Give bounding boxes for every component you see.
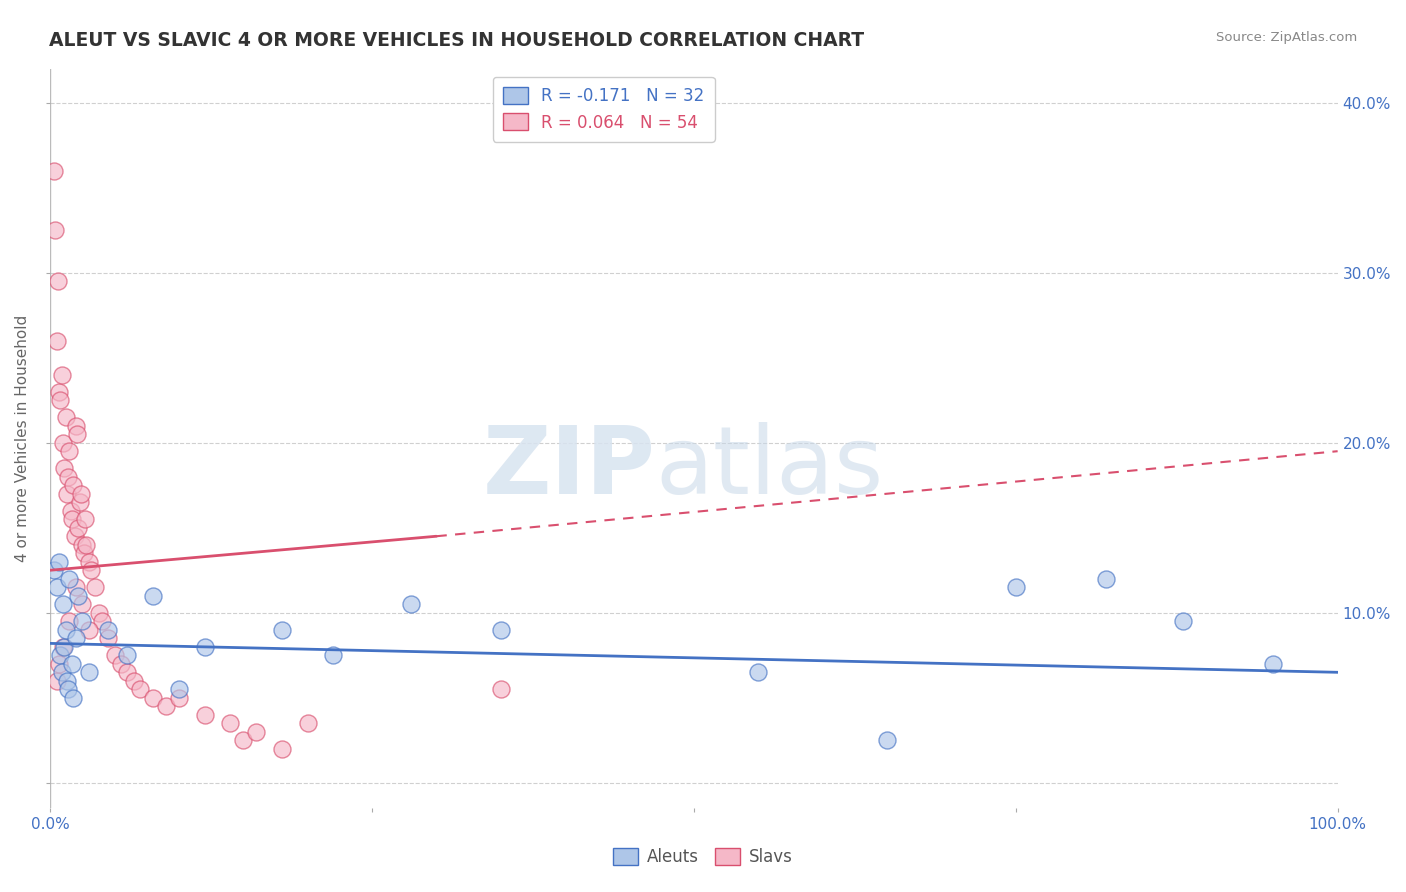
Point [129, 682, 152, 697]
Point [58, 572, 80, 586]
Point [62, 478, 84, 492]
Point [48, 555, 70, 569]
Text: Source: ZipAtlas.com: Source: ZipAtlas.com [1216, 31, 1357, 45]
Text: ZIP: ZIP [482, 422, 655, 514]
Point [122, 673, 145, 688]
Point [84, 580, 107, 594]
Point [51, 665, 73, 680]
Point [155, 699, 177, 714]
Point [46, 274, 69, 288]
Point [747, 665, 769, 680]
Point [876, 733, 898, 747]
Point [72, 546, 94, 560]
Point [66, 427, 89, 442]
Point [45, 334, 67, 348]
Point [52, 435, 75, 450]
Point [270, 623, 292, 637]
Point [49, 393, 72, 408]
Point [63, 529, 86, 543]
Point [53, 461, 76, 475]
Point [489, 682, 512, 697]
Point [58, 615, 80, 629]
Point [1004, 580, 1026, 594]
Point [297, 716, 319, 731]
Point [1263, 657, 1285, 671]
Point [103, 648, 125, 663]
Point [48, 384, 70, 399]
Point [1171, 615, 1194, 629]
Point [42, 163, 65, 178]
Point [322, 648, 344, 663]
Point [90, 615, 112, 629]
Point [194, 707, 217, 722]
Point [117, 648, 139, 663]
Point [52, 597, 75, 611]
Point [56, 682, 79, 697]
Point [142, 690, 165, 705]
Point [70, 487, 93, 501]
Point [44, 223, 66, 237]
Point [69, 495, 91, 509]
Text: ALEUT VS SLAVIC 4 OR MORE VEHICLES IN HOUSEHOLD CORRELATION CHART: ALEUT VS SLAVIC 4 OR MORE VEHICLES IN HO… [49, 31, 865, 50]
Point [232, 733, 254, 747]
Point [97, 632, 120, 646]
Point [65, 632, 87, 646]
Point [55, 623, 77, 637]
Point [77, 665, 100, 680]
Point [142, 589, 165, 603]
Point [51, 368, 73, 382]
Point [167, 682, 190, 697]
Point [53, 640, 76, 654]
Point [45, 580, 67, 594]
Point [87, 606, 110, 620]
Point [56, 469, 79, 483]
Point [58, 444, 80, 458]
Text: atlas: atlas [655, 422, 883, 514]
Point [72, 615, 94, 629]
Point [167, 690, 190, 705]
Point [75, 538, 97, 552]
Point [48, 657, 70, 671]
Point [117, 665, 139, 680]
Legend: R = -0.171   N = 32, R = 0.064   N = 54: R = -0.171 N = 32, R = 0.064 N = 54 [494, 77, 714, 142]
Point [65, 418, 87, 433]
Point [270, 742, 292, 756]
Point [56, 673, 79, 688]
Point [67, 521, 90, 535]
Point [49, 648, 72, 663]
Point [52, 640, 75, 654]
Legend: Aleuts, Slavs: Aleuts, Slavs [607, 841, 799, 873]
Point [399, 597, 422, 611]
Point [55, 410, 77, 425]
Point [80, 563, 103, 577]
Point [110, 657, 132, 671]
Y-axis label: 4 or more Vehicles in Household: 4 or more Vehicles in Household [15, 315, 30, 562]
Point [73, 512, 96, 526]
Point [194, 640, 217, 654]
Point [65, 580, 87, 594]
Point [60, 657, 83, 671]
Point [97, 623, 120, 637]
Point [59, 504, 82, 518]
Point [67, 589, 90, 603]
Point [42, 563, 65, 577]
Point [77, 623, 100, 637]
Point [72, 538, 94, 552]
Point [219, 716, 242, 731]
Point [77, 555, 100, 569]
Point [60, 512, 83, 526]
Point [56, 487, 79, 501]
Point [45, 673, 67, 688]
Point [245, 724, 267, 739]
Point [489, 623, 512, 637]
Point [72, 597, 94, 611]
Point [1095, 572, 1118, 586]
Point [62, 690, 84, 705]
